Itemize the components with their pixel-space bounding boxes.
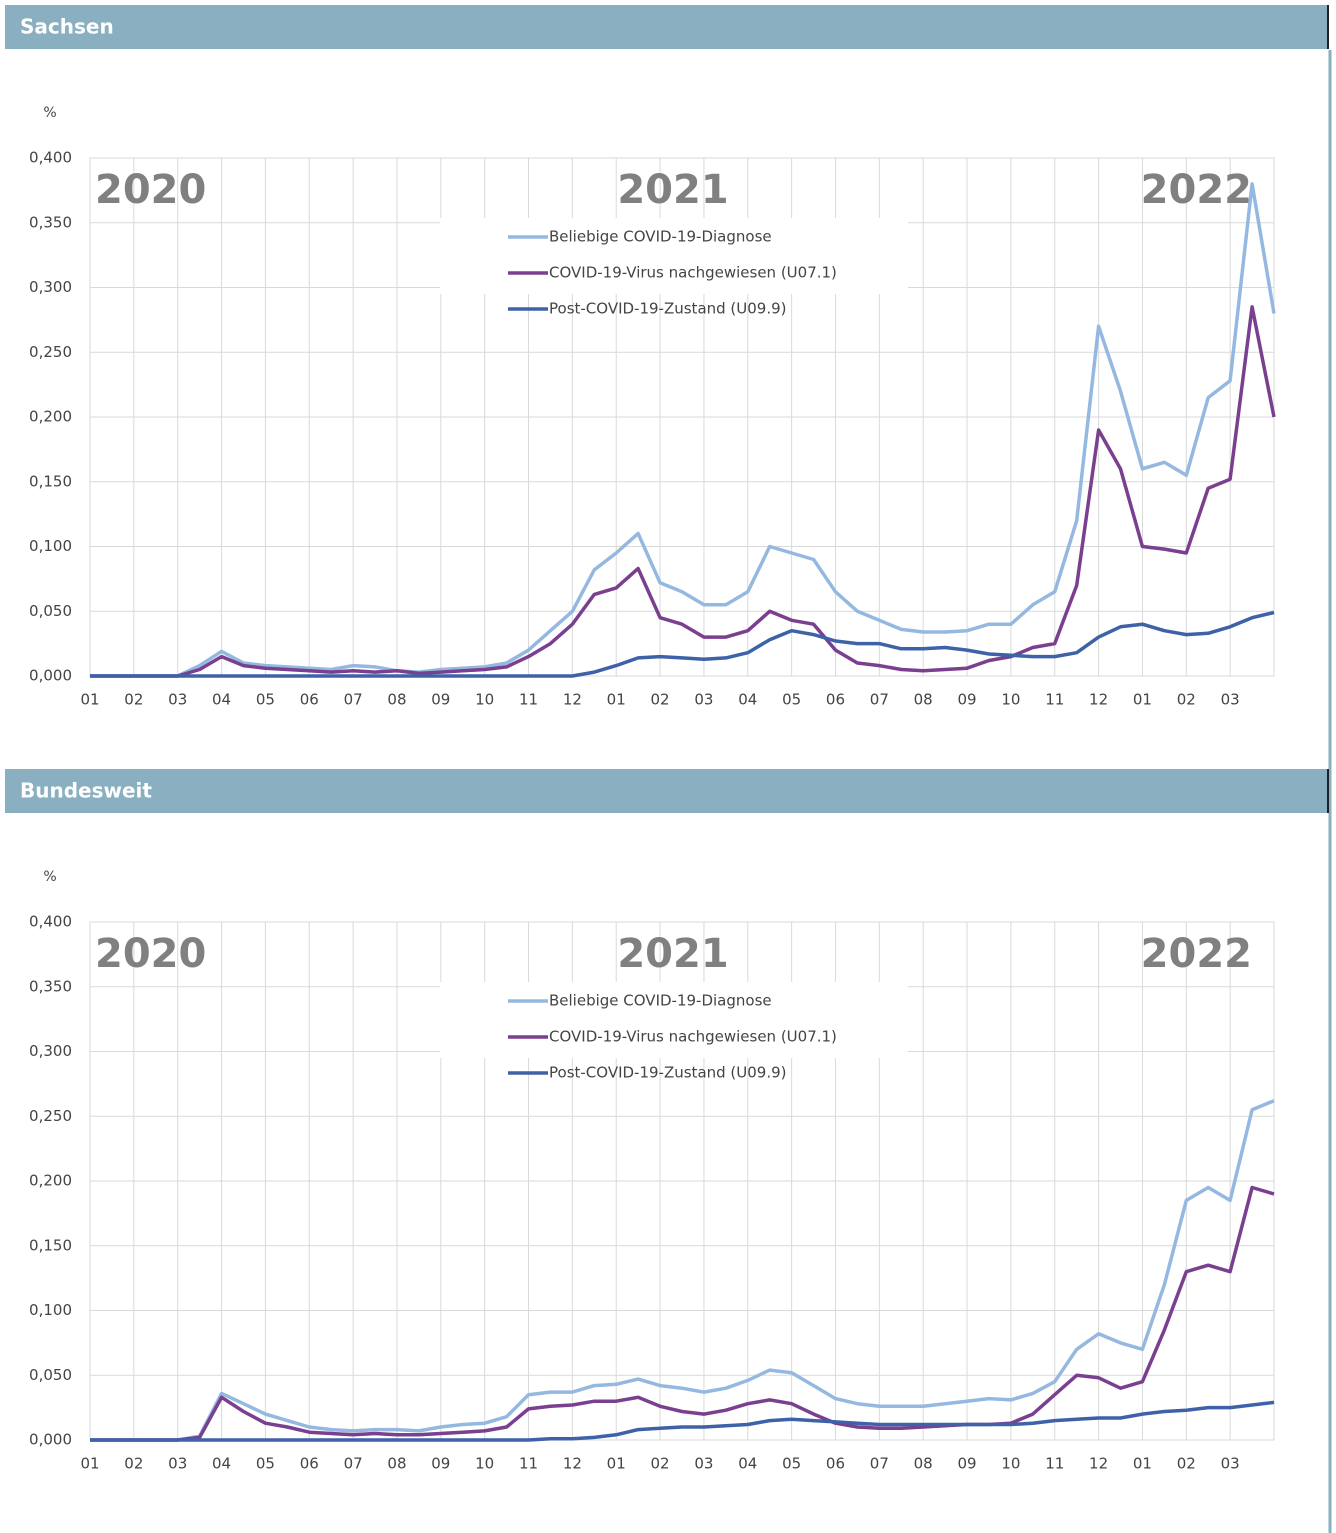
x-tick-label: 03 [168,691,187,709]
x-tick-label: 01 [1133,1455,1152,1473]
x-tick-label: 11 [519,1455,538,1473]
x-tick-label: 05 [782,1455,801,1473]
x-tick-label: 05 [782,691,801,709]
x-tick-label: 04 [738,1455,757,1473]
x-tick-label: 06 [826,1455,845,1473]
x-tick-label: 10 [475,1455,494,1473]
legend-label: Beliebige COVID-19-Diagnose [549,992,772,1010]
legend-label: Post-COVID-19-Zustand (U09.9) [549,1064,787,1082]
y-tick-label: 0,300 [29,1042,72,1060]
series-line [90,610,1275,678]
x-tick-label: 04 [212,1455,231,1473]
year-label: 2020 [95,931,206,977]
y-tick-label: 0,250 [29,343,72,361]
x-tick-label: 12 [563,1455,582,1473]
y-tick-label: 0,000 [29,667,72,685]
y-tick-label: 0,400 [29,149,72,167]
y-tick-label: 0,050 [29,602,72,620]
legend-label: Beliebige COVID-19-Diagnose [549,228,772,246]
x-tick-label: 08 [914,1455,933,1473]
y-tick-label: 0,200 [29,1172,72,1190]
year-label: 2022 [1141,931,1252,977]
x-tick-label: 06 [300,691,319,709]
y-tick-label: 0,300 [29,278,72,296]
x-tick-label: 02 [1177,691,1196,709]
x-tick-label: 01 [80,691,99,709]
section-title: Sachsen [20,15,114,39]
series-line [90,305,1276,678]
x-tick-label: 01 [80,1455,99,1473]
x-tick-label: 05 [256,1455,275,1473]
y-tick-label: 0,400 [29,913,72,931]
x-tick-label: 11 [1045,691,1064,709]
x-tick-label: 02 [124,1455,143,1473]
x-tick-label: 01 [607,1455,626,1473]
x-tick-label: 03 [694,691,713,709]
x-tick-label: 07 [870,1455,889,1473]
x-tick-label: 10 [1001,691,1020,709]
x-tick-label: 03 [694,1455,713,1473]
x-tick-label: 07 [344,1455,363,1473]
year-label: 2021 [617,931,728,977]
x-tick-label: 01 [607,691,626,709]
x-tick-label: 12 [563,691,582,709]
x-tick-label: 07 [344,691,363,709]
x-tick-label: 12 [1089,691,1108,709]
y-tick-label: 0,350 [29,213,72,231]
x-tick-label: 08 [387,691,406,709]
y-tick-label: 0,150 [29,472,72,490]
legend-box [440,982,908,1058]
y-tick-label: 0,350 [29,977,72,995]
x-tick-label: 03 [1221,691,1240,709]
y-axis-unit: % [43,869,56,885]
x-tick-label: 03 [1221,1455,1240,1473]
y-tick-label: 0,100 [29,1301,72,1319]
x-tick-label: 10 [475,691,494,709]
x-tick-label: 09 [957,1455,976,1473]
x-tick-label: 09 [431,1455,450,1473]
y-tick-label: 0,050 [29,1366,72,1384]
y-tick-label: 0,000 [29,1431,72,1449]
x-tick-label: 04 [738,691,757,709]
x-tick-label: 03 [168,1455,187,1473]
x-tick-label: 05 [256,691,275,709]
x-tick-label: 06 [300,1455,319,1473]
x-tick-label: 02 [1177,1455,1196,1473]
legend-box [440,218,908,294]
y-axis-unit: % [43,105,56,121]
year-label: 2020 [95,167,206,213]
section-header [5,5,1328,49]
year-label: 2022 [1141,167,1252,213]
section-title: Bundesweit [20,779,152,803]
legend-label: COVID-19-Virus nachgewiesen (U07.1) [549,1028,837,1046]
y-tick-label: 0,100 [29,537,72,555]
x-tick-label: 01 [1133,691,1152,709]
x-tick-label: 09 [957,691,976,709]
x-tick-label: 04 [212,691,231,709]
x-tick-label: 12 [1089,1455,1108,1473]
x-tick-label: 09 [431,691,450,709]
x-tick-label: 02 [124,691,143,709]
x-tick-label: 10 [1001,1455,1020,1473]
series-line [90,1400,1275,1442]
x-tick-label: 08 [914,691,933,709]
legend-label: COVID-19-Virus nachgewiesen (U07.1) [549,264,837,282]
legend-label: Post-COVID-19-Zustand (U09.9) [549,300,787,318]
section-header [5,769,1328,813]
x-tick-label: 11 [519,691,538,709]
y-tick-label: 0,150 [29,1236,72,1254]
x-tick-label: 08 [387,1455,406,1473]
y-tick-label: 0,250 [29,1107,72,1125]
series-line [90,1185,1275,1442]
x-tick-label: 07 [870,691,889,709]
series-line [90,1099,1275,1442]
x-tick-label: 02 [651,1455,670,1473]
series-line [90,182,1276,678]
x-tick-label: 11 [1045,1455,1064,1473]
y-tick-label: 0,200 [29,408,72,426]
x-tick-label: 02 [651,691,670,709]
year-label: 2021 [617,167,728,213]
x-tick-label: 06 [826,691,845,709]
